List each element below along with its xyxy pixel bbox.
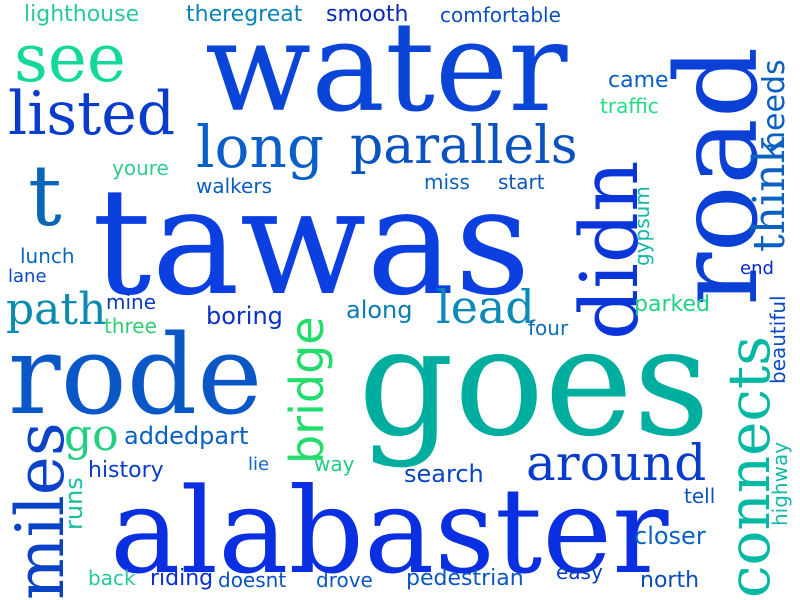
word-water: water	[205, 0, 568, 140]
word-listed: listed	[8, 79, 176, 149]
word-parked: parked	[634, 292, 710, 317]
word-goes: goes	[358, 296, 711, 470]
word-easy: easy	[556, 560, 603, 584]
word-four: four	[528, 316, 569, 340]
word-beautiful: beautiful	[766, 295, 790, 384]
word-lead: lead	[436, 280, 535, 334]
word-alabaster: alabaster	[110, 462, 669, 600]
word-end: end	[740, 258, 774, 279]
word-parallels: parallels	[350, 116, 578, 176]
word-addedpart: addedpart	[124, 422, 249, 450]
word-pedestrian: pedestrian	[406, 566, 524, 591]
word-miss: miss	[424, 170, 470, 194]
word-way: way	[314, 452, 355, 476]
word-search: search	[404, 460, 484, 488]
word-doesnt: doesnt	[218, 568, 287, 592]
word-traffic: traffic	[600, 94, 659, 118]
word-drove: drove	[316, 568, 373, 592]
word-history: history	[88, 458, 164, 483]
word-closer: closer	[634, 522, 706, 550]
word-back: back	[88, 566, 136, 590]
word-tawas: tawas	[92, 156, 531, 328]
word-bridge: bridge	[280, 316, 334, 464]
word-theregreat: theregreat	[186, 2, 303, 27]
word-lane: lane	[8, 266, 47, 287]
word-mine: mine	[106, 290, 157, 314]
word-go: go	[64, 410, 119, 461]
word-path: path	[6, 284, 107, 335]
word-walkers: walkers	[196, 174, 272, 198]
word-lighthouse: lighthouse	[24, 2, 140, 27]
word-lie: lie	[248, 454, 270, 475]
word-see: see	[14, 20, 126, 97]
word-t: t	[28, 147, 62, 245]
word-lunch: lunch	[20, 244, 75, 268]
word-tell: tell	[684, 484, 716, 508]
word-think: think	[744, 136, 795, 252]
word-rode: rode	[8, 311, 263, 439]
word-runs: runs	[60, 477, 88, 530]
word-long: long	[196, 113, 324, 181]
word-smooth: smooth	[326, 2, 409, 27]
word-gypsum: gypsum	[630, 186, 654, 266]
word-three: three	[104, 314, 157, 338]
word-riding: riding	[150, 566, 214, 591]
word-youre: youre	[112, 156, 169, 180]
word-north: north	[640, 568, 700, 593]
word-around: around	[526, 434, 707, 492]
word-came: came	[608, 68, 669, 93]
word-along: along	[346, 296, 413, 324]
word-needs: needs	[757, 59, 792, 150]
word-start: start	[498, 170, 545, 194]
word-comfortable: comfortable	[440, 3, 561, 27]
word-boring: boring	[206, 302, 283, 330]
word-highway: highway	[768, 441, 792, 526]
